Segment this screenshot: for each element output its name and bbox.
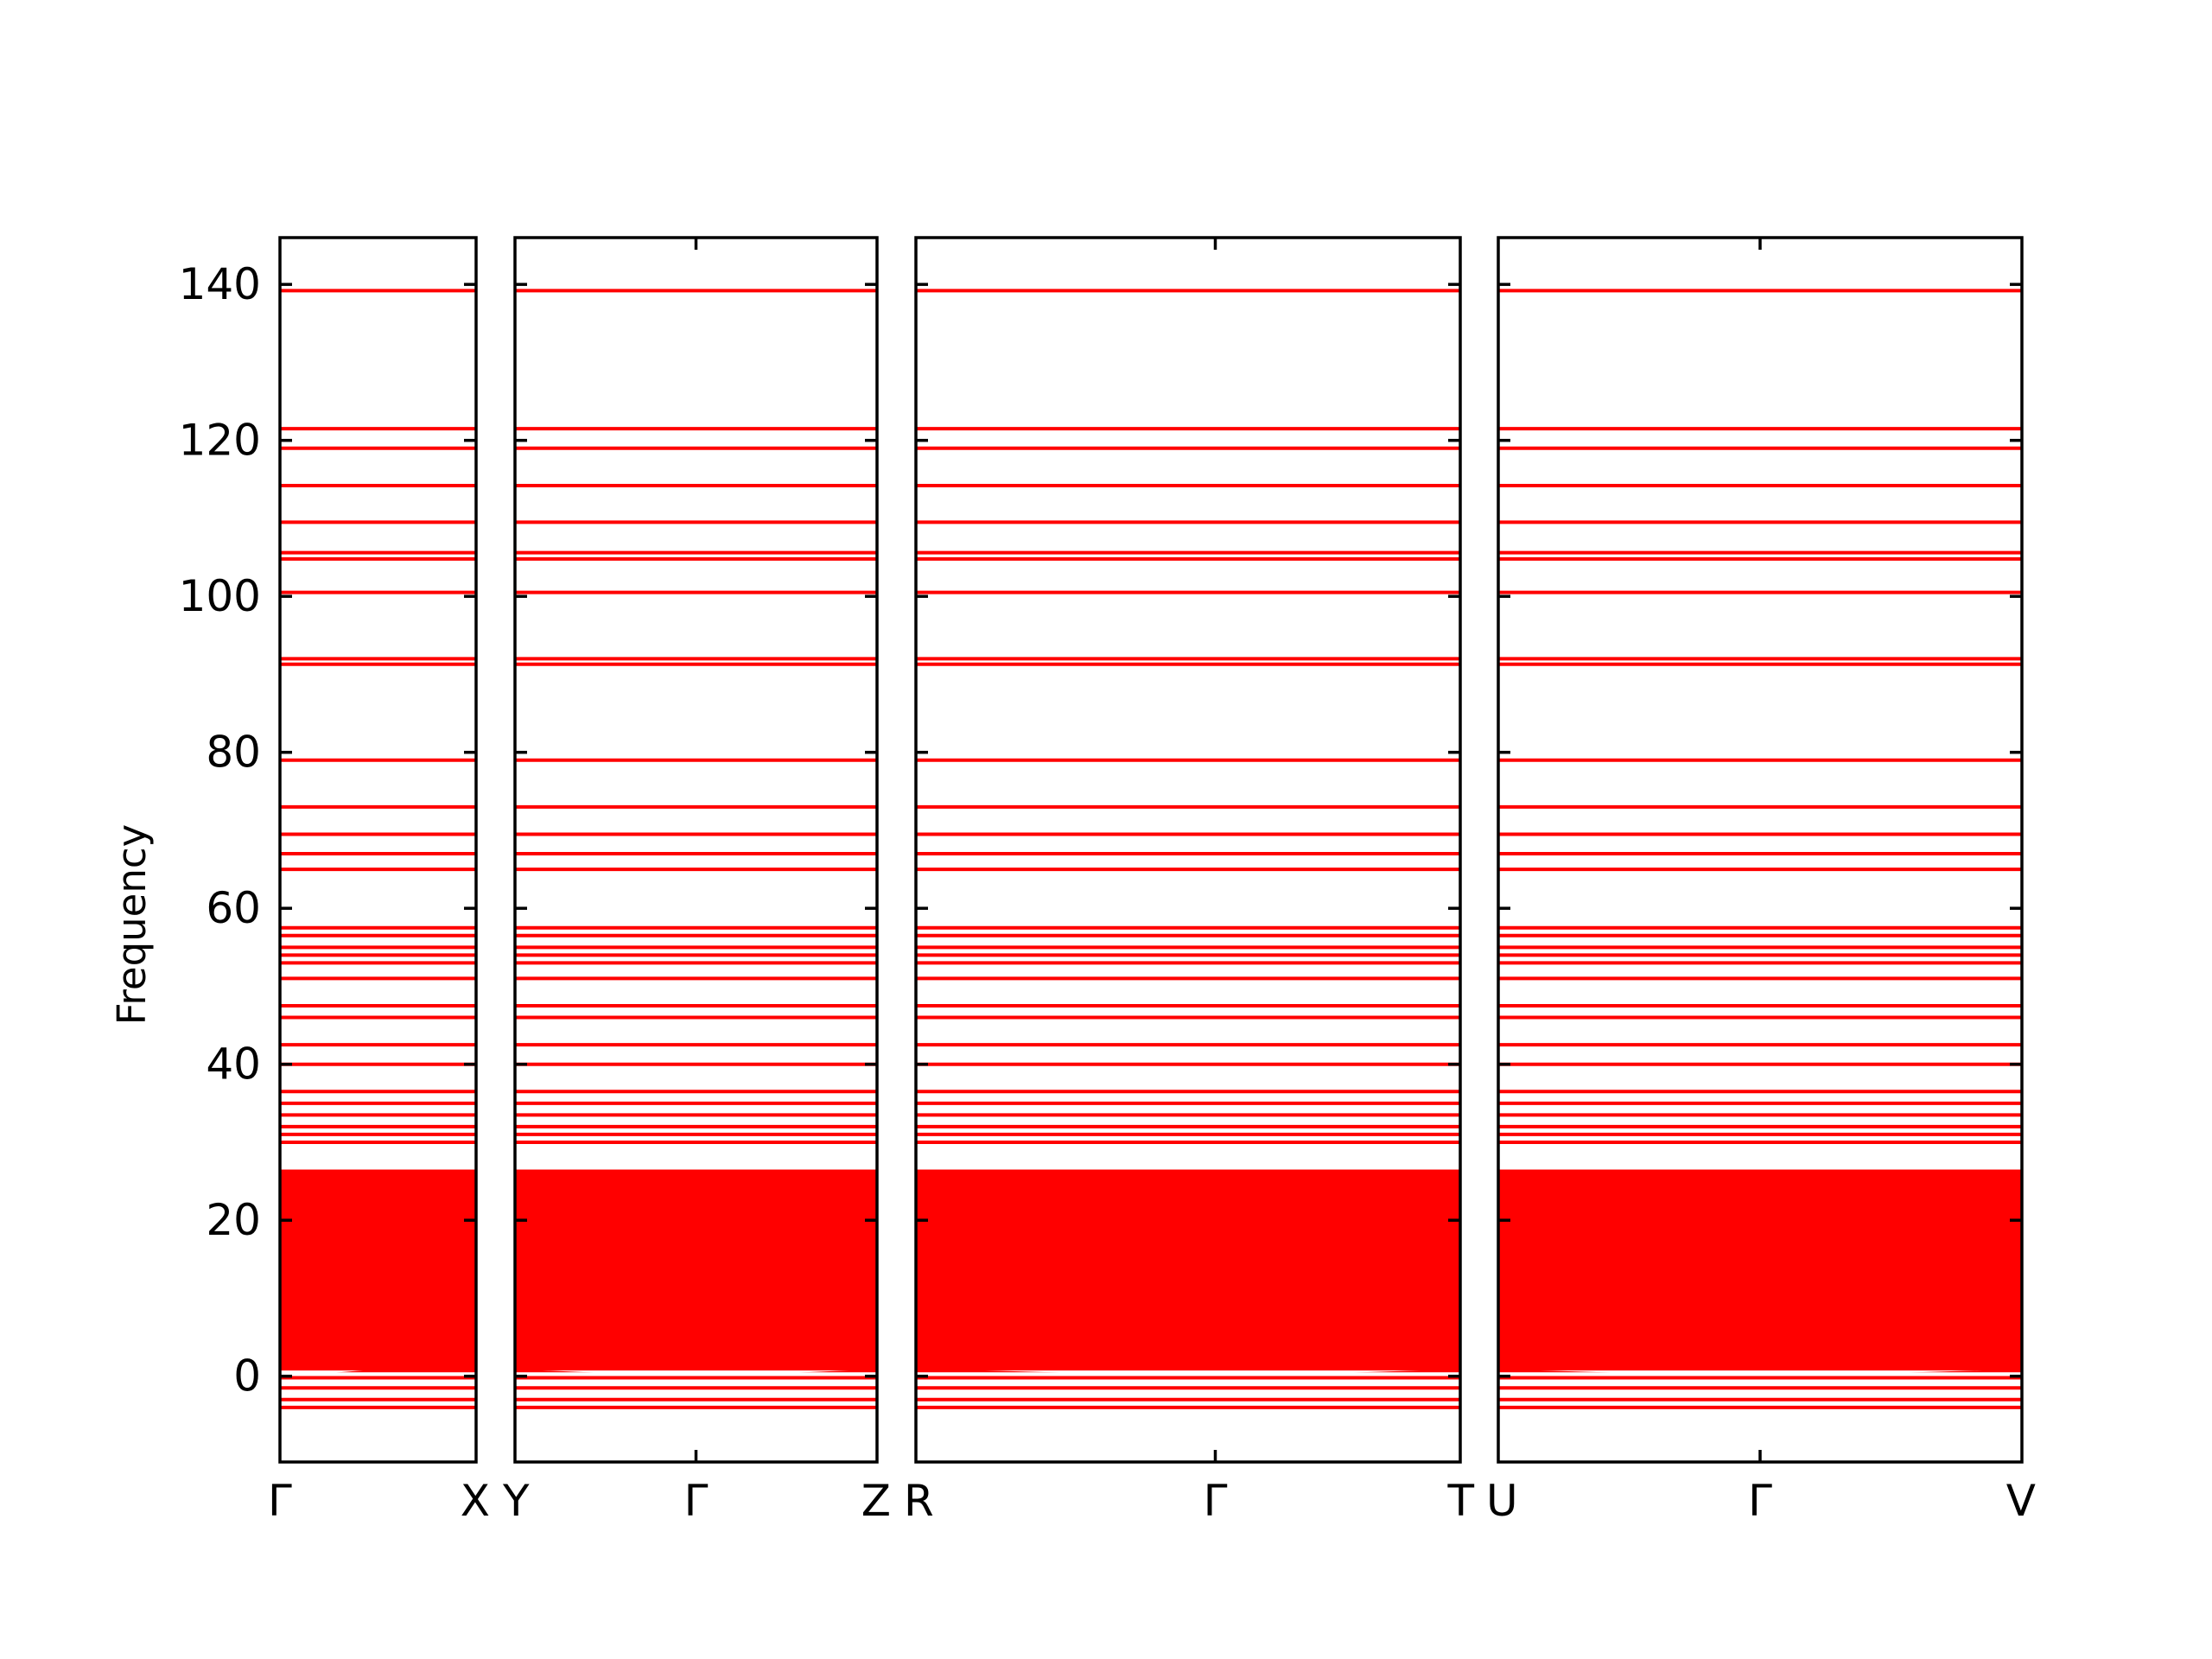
- x-tick-label-Γ: Γ: [1748, 1476, 1772, 1526]
- dense-band-region: [1498, 1169, 2022, 1373]
- y-tick-label-80: 80: [206, 728, 261, 778]
- dense-band-region: [280, 1169, 476, 1373]
- acoustic-dip-0: [1498, 1369, 2022, 1377]
- x-tick-label-Γ: Γ: [268, 1476, 292, 1526]
- band-lines: [280, 289, 476, 1409]
- acoustic-dip-0: [280, 1369, 378, 1377]
- panel-frame: [914, 236, 1462, 1464]
- band-lines: [916, 289, 1460, 1409]
- x-tick-label-U: U: [1486, 1476, 1518, 1526]
- acoustic-dip-0: [943, 1369, 1460, 1377]
- x-tick-label-R: R: [904, 1476, 934, 1526]
- y-tick-label-40: 40: [206, 1039, 261, 1090]
- y-tick-label-60: 60: [206, 883, 261, 933]
- x-tick-label-Y: Y: [502, 1476, 530, 1526]
- x-tick-label-Γ: Γ: [684, 1476, 709, 1526]
- band-lines: [1498, 289, 2022, 1409]
- y-tick-label-20: 20: [206, 1195, 261, 1245]
- band-lines: [515, 289, 877, 1409]
- x-tick-label-Z: Z: [861, 1476, 891, 1526]
- y-tick-label-140: 140: [179, 259, 261, 309]
- x-tick-label-Γ: Γ: [1204, 1476, 1228, 1526]
- y-tick-label-0: 0: [233, 1351, 261, 1402]
- dense-band-region: [916, 1169, 1460, 1373]
- acoustic-dip-0: [515, 1369, 877, 1377]
- y-tick-label-120: 120: [179, 416, 261, 466]
- x-tick-label-T: T: [1446, 1476, 1474, 1526]
- x-tick-label-V: V: [2006, 1476, 2036, 1526]
- x-tick-label-X: X: [461, 1476, 490, 1526]
- dense-band-region: [515, 1169, 877, 1373]
- panel-frame: [278, 236, 478, 1464]
- y-tick-label-100: 100: [179, 571, 261, 621]
- y-axis-label: Frequency: [109, 824, 155, 1025]
